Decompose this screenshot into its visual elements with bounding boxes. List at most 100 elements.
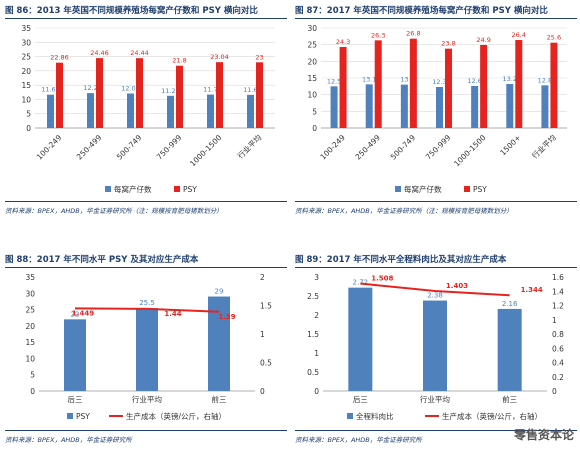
data-label: 12.2 — [83, 84, 97, 92]
y-tick-label: 0 — [314, 387, 319, 396]
legend-label: 每窝产仔数 — [114, 184, 152, 194]
y-tick-label: 5 — [26, 110, 31, 119]
y2-tick-label: 2 — [260, 273, 265, 282]
y-tick-label: 30 — [25, 289, 35, 298]
legend-swatch — [347, 413, 353, 419]
chart-panel-88: 图 88：2017 年不同水平 PSY 及其对应生产成本 0 5 10 15 20 25 3… — [5, 253, 287, 444]
data-label: 12.8 — [538, 76, 552, 84]
y2-tick-label: 1.6 — [552, 273, 564, 282]
data-label: 11.27 — [161, 87, 180, 95]
y-tick-label: 1.5 — [307, 330, 319, 339]
y-tick-label: 30 — [307, 24, 317, 33]
bar — [497, 308, 522, 391]
source-note: 资料来源：BPEX，AHDB，华金证券研究所（注：规模按育肥母猪数划分） — [295, 207, 513, 215]
data-label: 13.1 — [362, 75, 376, 83]
bar — [207, 94, 214, 128]
y-tick-label: 25 — [21, 53, 31, 62]
data-label: 23.8 — [441, 40, 455, 48]
bar — [436, 87, 443, 128]
x-tick-label: 1000-1500 — [188, 133, 223, 168]
source-divider — [295, 430, 577, 431]
legend-swatch — [105, 186, 111, 192]
data-label: 21.8 — [172, 57, 186, 65]
x-tick-label: 250-499 — [75, 133, 104, 162]
line-data-label: 1.344 — [521, 286, 543, 294]
line-data-label: 1.44 — [164, 310, 181, 318]
data-label: 13 — [400, 76, 408, 84]
bar — [480, 45, 488, 128]
y-tick-label: 30 — [21, 38, 31, 47]
bar — [365, 84, 373, 128]
bar — [256, 62, 263, 128]
x-tick-label: 行业平均 — [235, 132, 263, 160]
source-note: 资料来源：BPEX，AHDB，华金证券研究所（注：规模按育肥母猪数划分） — [5, 207, 223, 215]
bar — [348, 287, 373, 391]
y-tick-label: 35 — [25, 273, 35, 282]
y-tick-label: 5 — [30, 371, 35, 380]
y-tick-label: 10 — [307, 91, 317, 100]
data-label: 12.5 — [327, 77, 341, 85]
y2-tick-label: 1 — [552, 316, 557, 325]
data-label: 12.3 — [432, 78, 446, 86]
data-label: 23 — [255, 53, 263, 61]
title-divider — [5, 267, 287, 268]
bar-data-label: 29 — [215, 288, 224, 296]
bar — [47, 94, 54, 128]
title-divider — [295, 18, 577, 19]
legend-label: 生产成本（英镑/公斤，右轴） — [126, 411, 226, 421]
line-data-label: 1.403 — [446, 282, 468, 290]
legend-label: PSY — [76, 412, 90, 421]
x-tick-label: 750-999 — [424, 133, 453, 162]
y2-tick-label: 1.2 — [552, 302, 564, 311]
x-tick-label: 行业平均 — [530, 132, 558, 160]
bar — [409, 38, 417, 128]
x-tick-label: 250-499 — [354, 133, 383, 162]
y2-tick-label: 0.8 — [552, 330, 564, 339]
line-data-label: 1.39 — [218, 313, 235, 321]
line-data-label: 1.508 — [371, 275, 393, 283]
cost-line — [360, 282, 510, 297]
y-tick-label: 2 — [314, 311, 319, 320]
y-tick-label: 3 — [314, 273, 319, 282]
bar — [541, 85, 549, 128]
legend-label: 全程料肉比 — [356, 411, 394, 421]
y2-tick-label: 0 — [552, 387, 557, 396]
source-divider — [295, 201, 577, 202]
y-tick-label: 10 — [21, 95, 31, 104]
chart-title: 图 86：2013 年英国不同规模养殖场每窝产仔数和 PSY 横向对比 — [5, 6, 258, 16]
x-tick-label: 后三 — [68, 394, 83, 404]
y-tick-label: 0.5 — [307, 368, 319, 377]
x-tick-label: 1500+ — [498, 133, 522, 157]
bar — [515, 40, 523, 128]
data-label: 24.3 — [336, 38, 350, 46]
y2-tick-label: 0 — [260, 387, 265, 396]
bar — [176, 65, 183, 128]
x-tick-label: 500-749 — [115, 133, 144, 162]
y-tick-label: 0 — [26, 124, 31, 133]
bar-chart-86: 0 5 10 15 20 25 30 35 11.65 22.86 100-249 12.2 24.46… — [21, 24, 275, 194]
y2-tick-label: 0.6 — [552, 344, 564, 353]
x-tick-label: 前三 — [502, 394, 517, 404]
x-tick-label: 100-249 — [35, 133, 64, 162]
line-data-label: 1.449 — [72, 309, 94, 317]
y2-tick-label: 1 — [260, 330, 265, 339]
data-label: 26.4 — [512, 31, 526, 39]
bar — [423, 300, 447, 391]
data-label: 26.8 — [406, 30, 420, 38]
y-tick-label: 20 — [307, 57, 317, 66]
source-divider — [5, 430, 287, 431]
source-note: 资料来源：BPEX，AHDB，华金证券研究所 — [5, 436, 132, 444]
bar — [208, 296, 230, 391]
y-tick-label: 15 — [21, 81, 31, 90]
chart-title: 图 87：2017 年英国不同规模养殖场每窝产仔数和 PSY 横向对比 — [295, 6, 548, 16]
bar — [64, 319, 86, 391]
data-label: 12.6 — [467, 77, 481, 85]
x-tick-label: 后三 — [353, 394, 368, 404]
data-label: 22.86 — [50, 54, 69, 62]
bar — [216, 62, 223, 128]
cost-line — [74, 307, 220, 313]
x-tick-label: 1000-1500 — [452, 133, 487, 168]
bar — [87, 93, 94, 128]
data-label: 13.2 — [503, 75, 517, 83]
chart-title: 图 88：2017 年不同水平 PSY 及其对应生产成本 — [5, 255, 199, 265]
